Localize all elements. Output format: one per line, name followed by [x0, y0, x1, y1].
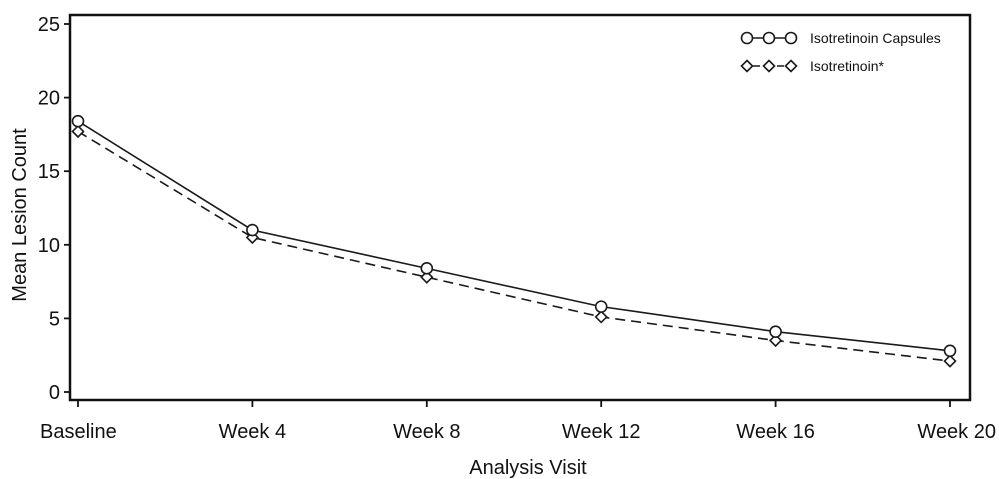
legend-marker [784, 59, 798, 73]
y-tick-label: 10 [38, 235, 60, 257]
y-tick-label: 15 [38, 161, 60, 183]
x-tick-label: Week 20 [917, 421, 996, 443]
data-point-capsules [71, 114, 85, 128]
x-tick-label: Week 4 [219, 421, 286, 443]
data-point-reference [943, 354, 957, 368]
series-capsules [71, 114, 957, 358]
y-axis-title: Mean Lesion Count [9, 128, 31, 302]
x-axis-title: Analysis Visit [469, 457, 587, 479]
plot-frame [68, 13, 972, 402]
y-tick-label: 25 [38, 14, 60, 36]
data-point-capsules [420, 262, 434, 275]
x-tick-label: Baseline [40, 421, 117, 443]
legend-item-reference: Isotretinoin* [740, 58, 884, 74]
legend-marker [762, 59, 776, 73]
legend-marker [740, 31, 754, 45]
y-tick-label: 20 [38, 88, 60, 110]
series-line-reference [77, 130, 951, 362]
data-point-capsules [943, 344, 957, 358]
data-point-reference [594, 310, 608, 324]
legend-item-capsules: Isotretinoin Capsules [740, 30, 941, 46]
series-line-capsules [77, 120, 951, 352]
legend-marker [740, 59, 754, 73]
legend-marker [762, 31, 776, 45]
y-tick-label: 0 [49, 382, 60, 404]
data-point-reference [768, 333, 783, 348]
data-point-capsules [769, 325, 782, 338]
y-tick-label: 5 [49, 308, 60, 330]
x-tick-label: Week 12 [562, 421, 641, 443]
series-reference [71, 124, 957, 368]
x-tick-label: Week 16 [736, 421, 815, 443]
x-tick-label: Week 8 [393, 421, 460, 443]
legend-label: Isotretinoin Capsules [810, 30, 941, 46]
data-point-capsules [246, 223, 259, 237]
data-point-reference [420, 270, 434, 284]
legend-label: Isotretinoin* [810, 58, 884, 74]
legend-marker [784, 31, 798, 45]
data-point-reference [71, 124, 85, 139]
data-point-capsules [594, 300, 608, 313]
